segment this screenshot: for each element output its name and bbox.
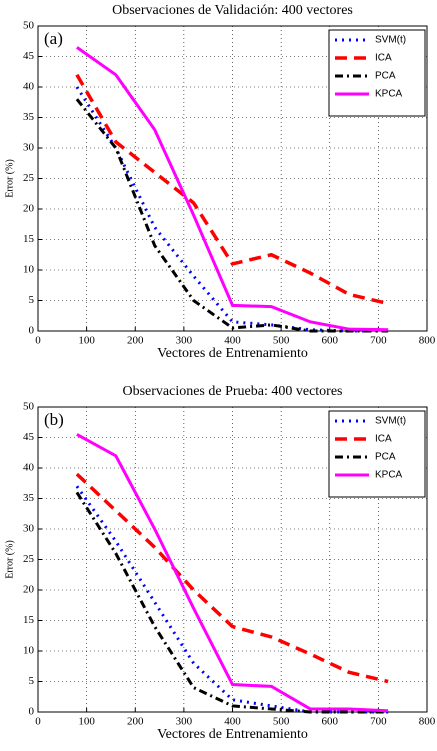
x-tick-label: 800 bbox=[419, 716, 436, 728]
y-tick-label: 0 bbox=[29, 706, 35, 718]
legend-label: SVM(t) bbox=[375, 416, 406, 427]
y-tick-label: 35 bbox=[23, 492, 35, 504]
series-line bbox=[76, 433, 389, 713]
y-tick-label: 10 bbox=[23, 645, 35, 657]
y-tick-label: 50 bbox=[23, 401, 35, 413]
x-axis-label: Vectores de Entrenamiento bbox=[157, 727, 308, 742]
y-tick-label: 15 bbox=[23, 614, 35, 626]
legend-box bbox=[328, 410, 426, 498]
chart-title: Observaciones de Prueba: 400 vectores bbox=[122, 384, 342, 399]
x-tick-label: 600 bbox=[322, 716, 339, 728]
plot-frame bbox=[37, 406, 428, 713]
series-line bbox=[75, 98, 389, 333]
x-tick-label: 600 bbox=[322, 335, 339, 347]
y-tick-label: 45 bbox=[23, 431, 35, 443]
legend-label: PCA bbox=[375, 71, 396, 82]
legend-label: KPCA bbox=[375, 89, 403, 100]
y-tick-label: 35 bbox=[23, 111, 35, 123]
series-line bbox=[75, 485, 389, 714]
series-line bbox=[75, 472, 389, 684]
x-tick-label: 300 bbox=[176, 335, 193, 347]
y-tick-label: 5 bbox=[29, 294, 35, 306]
x-tick-label: 500 bbox=[273, 335, 290, 347]
y-tick-label: 25 bbox=[23, 172, 35, 184]
y-tick-label: 30 bbox=[23, 523, 35, 535]
x-tick-label: 200 bbox=[127, 335, 144, 347]
legend-label: PCA bbox=[375, 452, 396, 463]
y-tick-label: 20 bbox=[23, 203, 35, 215]
x-tick-label: 0 bbox=[35, 335, 41, 347]
y-tick-label: 40 bbox=[23, 462, 35, 474]
x-tick-label: 200 bbox=[127, 716, 144, 728]
y-tick-label: 5 bbox=[29, 675, 35, 687]
legend-label: KPCA bbox=[375, 470, 403, 481]
x-tick-label: 700 bbox=[370, 335, 387, 347]
legend-box bbox=[328, 29, 426, 117]
y-tick-label: 20 bbox=[23, 584, 35, 596]
series-line bbox=[75, 73, 389, 306]
y-tick-label: 25 bbox=[23, 553, 35, 565]
y-tick-label: 45 bbox=[23, 50, 35, 62]
y-tick-label: 50 bbox=[23, 20, 35, 32]
x-axis-label: Vectores de Entrenamiento bbox=[157, 346, 308, 361]
x-tick-label: 800 bbox=[419, 335, 436, 347]
x-tick-label: 700 bbox=[370, 716, 387, 728]
y-tick-label: 0 bbox=[29, 325, 35, 337]
series-line bbox=[75, 491, 389, 714]
chart-title: Observaciones de Validación: 400 vectore… bbox=[112, 3, 353, 18]
plot-frame bbox=[37, 25, 428, 332]
x-tick-label: 100 bbox=[78, 335, 95, 347]
x-tick-label: 0 bbox=[35, 716, 41, 728]
annotation: (b) bbox=[44, 410, 64, 429]
x-tick-label: 400 bbox=[224, 335, 241, 347]
legend-label: SVM(t) bbox=[375, 35, 406, 46]
x-tick-label: 300 bbox=[176, 716, 193, 728]
y-tick-label: 30 bbox=[23, 142, 35, 154]
y-tick-label: 15 bbox=[23, 233, 35, 245]
y-axis-label: Error (%) bbox=[4, 159, 15, 198]
legend-label: ICA bbox=[375, 53, 392, 64]
x-tick-label: 500 bbox=[273, 716, 290, 728]
y-tick-label: 40 bbox=[23, 81, 35, 93]
annotation: (a) bbox=[44, 29, 63, 48]
x-tick-label: 400 bbox=[224, 716, 241, 728]
series-line bbox=[76, 46, 389, 332]
x-tick-label: 100 bbox=[78, 716, 95, 728]
y-tick-label: 10 bbox=[23, 264, 35, 276]
y-axis-label: Error (%) bbox=[4, 540, 15, 579]
legend-label: ICA bbox=[375, 434, 392, 445]
